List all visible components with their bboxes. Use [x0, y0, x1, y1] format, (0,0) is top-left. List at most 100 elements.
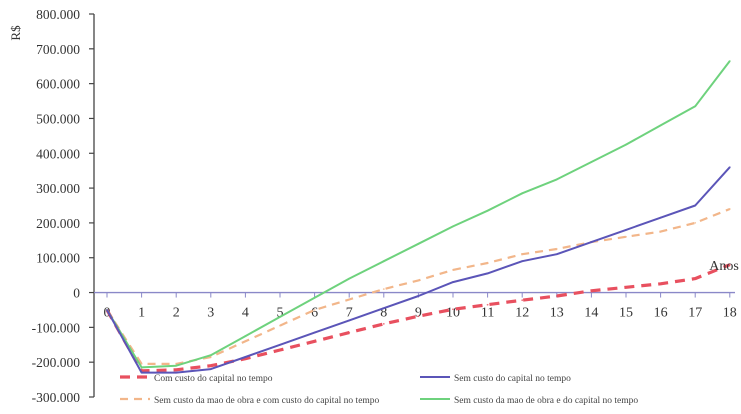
data-point	[728, 208, 731, 210]
y-tick-label: 200.000	[36, 216, 80, 231]
data-point	[244, 335, 247, 337]
data-point	[625, 235, 627, 238]
data-point	[486, 272, 489, 275]
data-point	[694, 105, 697, 108]
x-tick-label: 11	[481, 306, 494, 321]
data-point	[728, 263, 731, 266]
data-point	[625, 143, 627, 146]
x-tick-label: 12	[515, 306, 529, 321]
data-point	[382, 322, 385, 325]
data-point	[175, 363, 178, 365]
data-point	[382, 288, 385, 290]
y-tick-label: 500.000	[36, 111, 80, 126]
data-point	[140, 366, 143, 369]
data-point	[625, 286, 627, 289]
data-point	[728, 166, 731, 169]
data-point	[313, 331, 316, 334]
data-point	[555, 248, 558, 250]
data-point	[728, 60, 731, 62]
x-tick-label: 18	[723, 306, 737, 321]
data-point	[313, 340, 316, 343]
x-tick-label: 2	[173, 306, 180, 321]
y-tick-label: -300.000	[32, 390, 81, 405]
x-axis-label: Anos	[709, 259, 739, 274]
x-tick-label: 16	[654, 306, 668, 321]
data-point	[521, 253, 524, 256]
y-tick-label: 0	[73, 286, 80, 301]
data-point	[452, 281, 454, 283]
data-point	[279, 343, 281, 346]
data-point	[279, 316, 281, 318]
data-point	[209, 356, 212, 358]
y-tick-label: 100.000	[36, 251, 80, 266]
legend-label: Sem custo do capital no tempo	[454, 374, 571, 384]
data-point	[486, 262, 489, 264]
x-tick-label: 4	[242, 306, 249, 321]
x-tick-label: 13	[550, 306, 564, 321]
legend-label: Sem custo da mao de obra e do capital no…	[454, 396, 638, 406]
data-point	[313, 296, 316, 299]
data-point	[244, 357, 247, 360]
data-point	[209, 368, 212, 371]
data-point	[486, 209, 489, 212]
x-tick-label: 1	[138, 306, 145, 321]
x-tick-label: 5	[277, 306, 284, 321]
data-point	[279, 324, 281, 327]
data-point	[694, 222, 697, 224]
data-point	[452, 269, 454, 271]
data-point	[555, 295, 558, 297]
x-tick-label: 6	[311, 306, 318, 321]
data-point	[106, 309, 108, 311]
legend: Com custo do capital no tempo Sem custo d…	[120, 374, 638, 406]
data-point	[348, 277, 351, 280]
data-point	[659, 124, 662, 127]
data-point	[521, 192, 524, 195]
data-point	[452, 225, 454, 228]
data-point	[590, 289, 593, 292]
data-point	[521, 299, 524, 302]
data-point	[348, 298, 351, 301]
data-point	[694, 204, 697, 207]
y-tick-label: -200.000	[32, 355, 81, 370]
data-point	[694, 277, 697, 280]
y-axis-label: R$	[8, 25, 23, 41]
data-point	[175, 368, 178, 371]
data-point	[209, 364, 212, 367]
data-point	[625, 228, 627, 231]
series-lines	[105, 60, 731, 374]
x-tick-label: 17	[688, 306, 702, 321]
y-tick-label: 400.000	[36, 146, 80, 161]
x-tick-label: 15	[619, 306, 633, 321]
data-point	[175, 364, 178, 367]
legend-label: Sem custo da mao de obra e com custo do …	[154, 396, 380, 406]
y-axis: -300.000 -200.000 -100.000 0 100.000 200.000 3…	[32, 7, 95, 405]
data-point	[659, 216, 662, 219]
x-tick-label: 8	[380, 306, 387, 321]
data-point	[417, 279, 420, 282]
data-point	[244, 340, 247, 343]
data-point	[279, 349, 281, 351]
data-point	[659, 230, 662, 233]
data-point	[452, 308, 454, 311]
series-line-4	[106, 60, 731, 369]
data-point	[209, 354, 212, 357]
x-tick-label: 7	[346, 306, 353, 321]
data-point	[244, 356, 247, 358]
x-tick-label: 3	[207, 306, 214, 321]
y-tick-label: 300.000	[36, 181, 80, 196]
y-tick-label: -100.000	[32, 320, 81, 335]
data-point	[659, 282, 662, 285]
data-point	[313, 309, 316, 311]
data-point	[417, 315, 420, 318]
data-point	[348, 331, 351, 334]
data-point	[348, 319, 351, 322]
x-tick-label: 9	[415, 306, 422, 321]
data-point	[590, 241, 593, 243]
y-tick-label: 600.000	[36, 77, 80, 92]
data-point	[140, 363, 143, 365]
data-point	[175, 371, 178, 374]
data-point	[521, 260, 524, 263]
series-line-2	[106, 166, 731, 374]
